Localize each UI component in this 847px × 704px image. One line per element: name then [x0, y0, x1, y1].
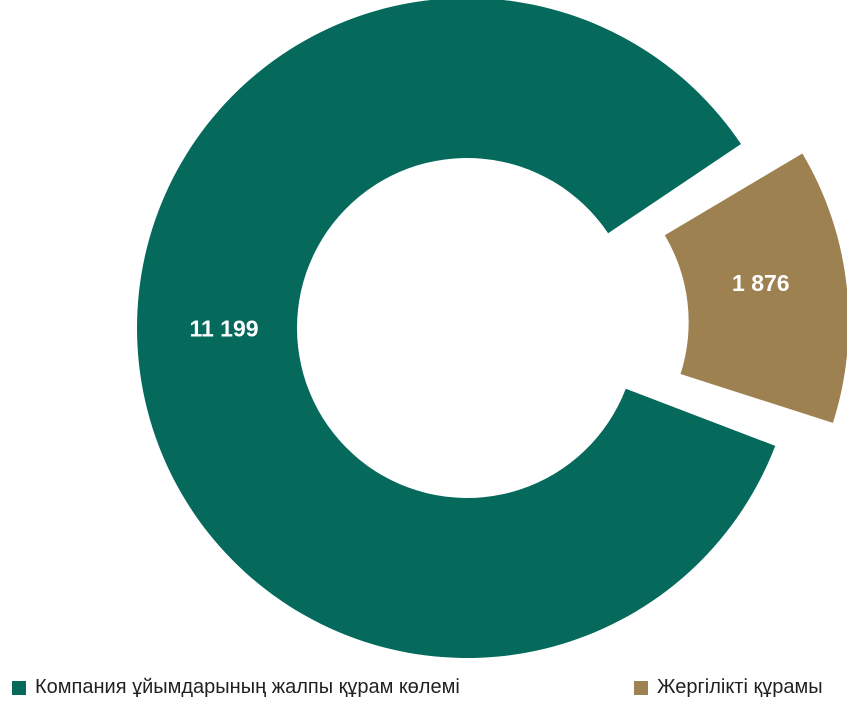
legend-swatch-local-content	[634, 680, 648, 695]
legend: Компания ұйымдарының жалпы құрам көлемі …	[0, 676, 847, 704]
legend-item-local-content: Жергілікті құрамы	[634, 676, 823, 699]
data-label-local-content: 1 876	[732, 270, 790, 296]
legend-label-local-content: Жергілікті құрамы	[657, 676, 823, 698]
data-label-company-total-volume: 11 199	[189, 315, 258, 341]
donut-chart: 11 199 1 876	[136, 0, 847, 658]
slice-local-content	[664, 153, 847, 423]
slice-company-total-volume	[136, 0, 776, 658]
legend-label-company-total-volume: Компания ұйымдарының жалпы құрам көлемі	[35, 676, 460, 698]
legend-swatch-company-total-volume	[12, 680, 26, 695]
legend-item-company-total-volume: Компания ұйымдарының жалпы құрам көлемі	[12, 676, 460, 699]
